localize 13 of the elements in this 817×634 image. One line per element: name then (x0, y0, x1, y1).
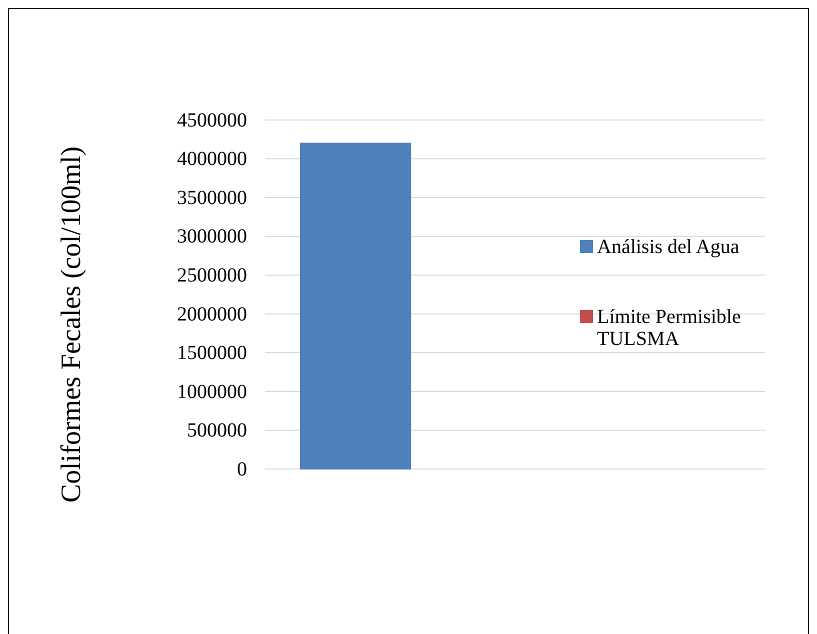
y-axis-title: Coliformes Fecales (col/100ml) (56, 146, 87, 503)
y-tick-label: 4500000 (177, 109, 247, 132)
y-tick-label: 1500000 (177, 342, 247, 364)
y-tick-label: 1000000 (177, 380, 247, 403)
y-tick-label: 0 (237, 458, 247, 480)
legend-label: Límite Permisible TULSMA (597, 306, 741, 350)
y-tick-label: 4000000 (177, 148, 247, 170)
y-tick-label: 2500000 (177, 264, 247, 287)
y-tick-label: 500000 (187, 420, 247, 442)
y-tick-label: 3000000 (177, 226, 247, 248)
legend-label: Análisis del Agua (597, 236, 740, 258)
y-tick-label: 2000000 (177, 303, 247, 326)
y-tick-label: 3500000 (177, 186, 247, 209)
